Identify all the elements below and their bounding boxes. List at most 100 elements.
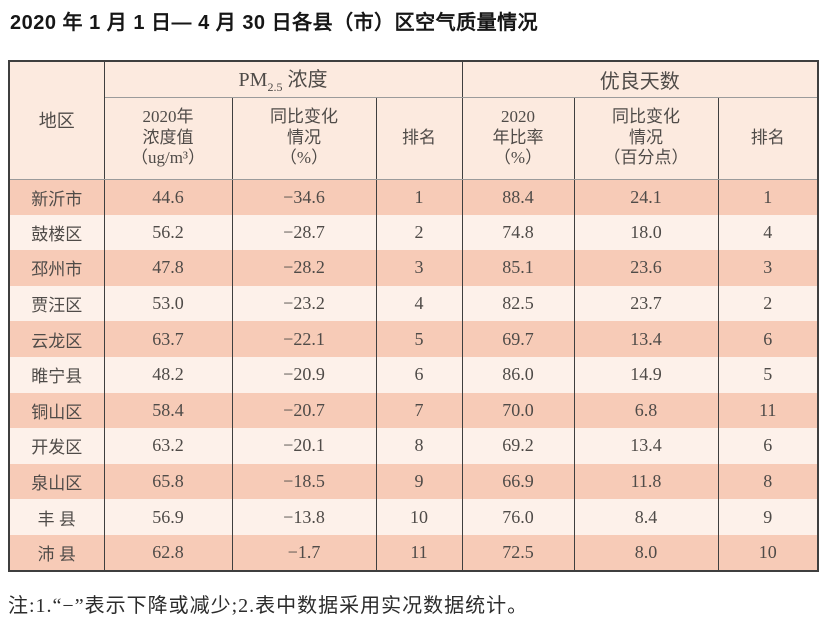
column-header-pm-rank: 排名 [375, 97, 463, 180]
good-change-cell: 8.4 [573, 499, 719, 535]
good-change-cell: 11.8 [573, 463, 719, 500]
column-group-good-days: 优良天数 [461, 61, 819, 98]
pm-value-cell: 53.0 [103, 285, 233, 322]
page-title: 2020 年 1 月 1 日— 4 月 30 日各县（市）区空气质量情况 [10, 12, 539, 34]
pm-rank-cell: 7 [375, 392, 463, 429]
table-row: 贾汪区 53.0 −23.2 4 82.5 23.7 2 [8, 285, 819, 322]
good-ratio-cell: 85.1 [461, 250, 575, 286]
pm-rank-cell: 5 [375, 321, 463, 357]
region-cell: 睢宁县 [8, 356, 105, 393]
good-ratio-cell: 70.0 [461, 392, 575, 429]
pm-change-cell: −28.2 [231, 250, 377, 286]
good-ratio-cell: 88.4 [461, 179, 575, 215]
good-rank-cell: 10 [717, 534, 819, 571]
table-row: 鼓楼区 56.2 −28.7 2 74.8 18.0 4 [8, 214, 819, 251]
good-rank-cell: 9 [717, 499, 819, 535]
table-row: 新沂市 44.6 −34.6 1 88.4 24.1 1 [8, 179, 819, 215]
good-change-cell: 13.4 [573, 321, 719, 357]
pm-rank-cell: 8 [375, 428, 463, 464]
pm-change-cell: −20.9 [231, 356, 377, 393]
column-header-good-rank: 排名 [717, 97, 819, 180]
footnote: 注:1.“−”表示下降或减少;2.表中数据采用实况数据统计。 [8, 594, 529, 617]
good-rank-cell: 5 [717, 356, 819, 393]
good-change-cell: 13.4 [573, 428, 719, 464]
column-header-pm-change: 同比变化 情况 （%） [231, 97, 377, 180]
pm-value-cell: 56.2 [103, 214, 233, 251]
pm-value-cell: 47.8 [103, 250, 233, 286]
pm-change-cell: −22.1 [231, 321, 377, 357]
good-ratio-cell: 76.0 [461, 499, 575, 535]
pm-value-cell: 56.9 [103, 499, 233, 535]
pm-change-cell: −23.2 [231, 285, 377, 322]
table-header: 地区 PM2.5 浓度 优良天数 2020年 浓度值 （ug/m³） 同比变化 … [8, 61, 819, 180]
table-body: 新沂市 44.6 −34.6 1 88.4 24.1 1 鼓楼区 56.2 −2… [8, 179, 819, 571]
table-row: 沛 县 62.8 −1.7 11 72.5 8.0 10 [8, 534, 819, 571]
good-rank-cell: 2 [717, 285, 819, 322]
column-header-region: 地区 [8, 61, 105, 180]
good-change-cell: 8.0 [573, 534, 719, 571]
good-ratio-cell: 86.0 [461, 356, 575, 393]
pm-value-cell: 65.8 [103, 463, 233, 500]
table-row: 泉山区 65.8 −18.5 9 66.9 11.8 8 [8, 463, 819, 500]
group-header-row: 地区 PM2.5 浓度 优良天数 [8, 61, 819, 180]
table-row: 云龙区 63.7 −22.1 5 69.7 13.4 6 [8, 321, 819, 357]
good-ratio-cell: 69.2 [461, 428, 575, 464]
pm-change-cell: −13.8 [231, 499, 377, 535]
good-change-cell: 24.1 [573, 179, 719, 215]
pm-rank-cell: 10 [375, 499, 463, 535]
region-cell: 贾汪区 [8, 285, 105, 322]
good-change-cell: 23.6 [573, 250, 719, 286]
good-change-cell: 23.7 [573, 285, 719, 322]
pm-rank-cell: 2 [375, 214, 463, 251]
good-rank-cell: 4 [717, 214, 819, 251]
region-cell: 云龙区 [8, 321, 105, 357]
pm25-label-suffix: 浓度 [282, 69, 328, 92]
region-cell: 开发区 [8, 428, 105, 464]
table-row: 睢宁县 48.2 −20.9 6 86.0 14.9 5 [8, 356, 819, 393]
good-rank-cell: 3 [717, 250, 819, 286]
pm-change-cell: −1.7 [231, 534, 377, 571]
region-cell: 新沂市 [8, 179, 105, 215]
pm-rank-cell: 3 [375, 250, 463, 286]
pm-rank-cell: 4 [375, 285, 463, 322]
pm-value-cell: 63.2 [103, 428, 233, 464]
good-ratio-cell: 66.9 [461, 463, 575, 500]
column-header-pm-value: 2020年 浓度值 （ug/m³） [103, 97, 233, 180]
pm-value-cell: 58.4 [103, 392, 233, 429]
good-ratio-cell: 82.5 [461, 285, 575, 322]
region-cell: 丰 县 [8, 499, 105, 535]
pm-rank-cell: 1 [375, 179, 463, 215]
good-ratio-cell: 69.7 [461, 321, 575, 357]
good-rank-cell: 8 [717, 463, 819, 500]
pm-value-cell: 63.7 [103, 321, 233, 357]
air-quality-table: 地区 PM2.5 浓度 优良天数 2020年 浓度值 （ug/m³） 同比变化 … [8, 60, 820, 572]
table-row: 邳州市 47.8 −28.2 3 85.1 23.6 3 [8, 250, 819, 286]
region-cell: 铜山区 [8, 392, 105, 429]
good-rank-cell: 6 [717, 428, 819, 464]
column-header-good-ratio: 2020 年比率 （%） [461, 97, 575, 180]
region-cell: 沛 县 [8, 534, 105, 571]
pm-change-cell: −28.7 [231, 214, 377, 251]
pm-value-cell: 48.2 [103, 356, 233, 393]
table-row: 开发区 63.2 −20.1 8 69.2 13.4 6 [8, 428, 819, 464]
pm-rank-cell: 9 [375, 463, 463, 500]
good-rank-cell: 1 [717, 179, 819, 215]
good-change-cell: 6.8 [573, 392, 719, 429]
region-cell: 鼓楼区 [8, 214, 105, 251]
pm-change-cell: −20.7 [231, 392, 377, 429]
pm-change-cell: −18.5 [231, 463, 377, 500]
pm-value-cell: 44.6 [103, 179, 233, 215]
column-group-pm25: PM2.5 浓度 [103, 61, 463, 98]
pm-rank-cell: 11 [375, 534, 463, 571]
pm25-label-subscript: 2.5 [267, 80, 283, 95]
good-change-cell: 14.9 [573, 356, 719, 393]
sub-header-row: 2020年 浓度值 （ug/m³） 同比变化 情况 （%） 排名 2020 年比… [9, 97, 819, 180]
pm25-label-prefix: PM [238, 69, 268, 92]
table-row: 丰 县 56.9 −13.8 10 76.0 8.4 9 [8, 499, 819, 535]
table-row: 铜山区 58.4 −20.7 7 70.0 6.8 11 [8, 392, 819, 429]
column-header-good-change: 同比变化 情况 （百分点） [573, 97, 719, 180]
pm-change-cell: −34.6 [231, 179, 377, 215]
pm-value-cell: 62.8 [103, 534, 233, 571]
good-rank-cell: 11 [717, 392, 819, 429]
